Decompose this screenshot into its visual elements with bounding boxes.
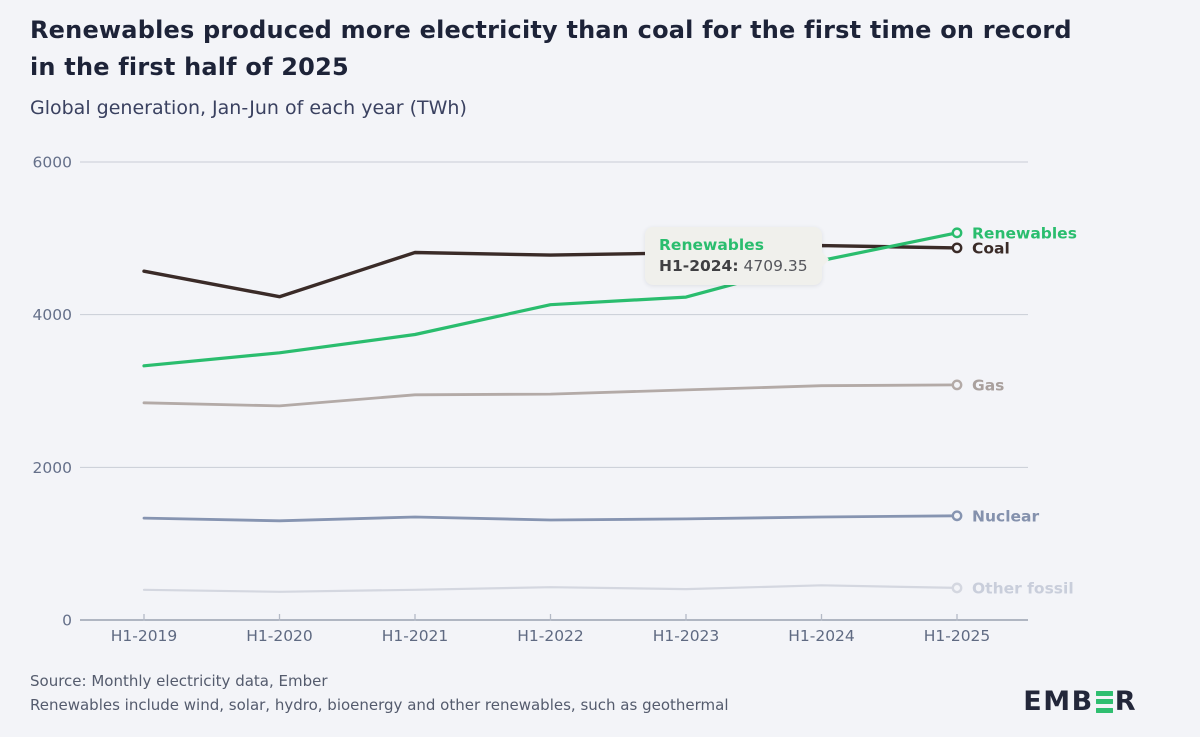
x-tick-label: H1-2023: [653, 627, 720, 645]
tooltip-period-label: H1-2024:: [659, 257, 739, 275]
y-tick-label: 4000: [33, 306, 72, 324]
chart-tooltip: Renewables H1-2024: 4709.35: [645, 227, 829, 285]
series-end-marker-coal[interactable]: [951, 242, 963, 254]
chart-footnotes: Source: Monthly electricity data, Ember …: [30, 669, 728, 717]
title-line-2: in the first half of 2025: [30, 53, 349, 81]
source-line: Source: Monthly electricity data, Ember: [30, 672, 328, 690]
ember-logo-text-emb: EMB: [1023, 686, 1094, 717]
y-tick-label: 6000: [33, 154, 72, 172]
ember-logo-green-e-icon: [1095, 690, 1113, 713]
x-tick-label: H1-2020: [246, 627, 313, 645]
series-end-label-nuclear: Nuclear: [972, 507, 1039, 525]
x-tick-label: H1-2021: [382, 627, 449, 645]
chart-title: Renewables produced more electricity tha…: [30, 12, 1072, 86]
ember-logo: EMB R: [1023, 686, 1137, 717]
ember-logo-text-r: R: [1114, 686, 1137, 717]
series-end-marker-gas[interactable]: [951, 379, 963, 391]
y-tick-label: 2000: [33, 459, 72, 477]
series-end-marker-other-fossil[interactable]: [951, 582, 963, 594]
series-line-renewables[interactable]: [142, 231, 959, 368]
series-end-label-coal: Coal: [972, 239, 1010, 257]
tooltip-value-row: H1-2024: 4709.35: [659, 257, 808, 275]
series-end-label-renewables: Renewables: [972, 224, 1077, 242]
series-end-label-other-fossil: Other fossil: [972, 579, 1074, 597]
series-end-label-gas: Gas: [972, 376, 1004, 394]
x-tick-label: H1-2025: [924, 627, 991, 645]
series-end-marker-nuclear[interactable]: [951, 510, 963, 522]
tooltip-value: 4709.35: [743, 257, 808, 275]
title-line-1: Renewables produced more electricity tha…: [30, 16, 1072, 44]
x-tick-label: H1-2019: [111, 627, 178, 645]
y-tick-label: 0: [62, 612, 72, 630]
series-line-coal[interactable]: [142, 243, 959, 299]
series-line-nuclear[interactable]: [142, 514, 959, 523]
renewables-note-line: Renewables include wind, solar, hydro, b…: [30, 696, 729, 714]
series-end-marker-renewables[interactable]: [951, 227, 963, 239]
tooltip-series-name: Renewables: [659, 236, 764, 254]
x-tick-label: H1-2022: [517, 627, 584, 645]
x-tick-label: H1-2024: [788, 627, 855, 645]
series-line-other-fossil[interactable]: [142, 584, 959, 593]
series-line-gas[interactable]: [142, 383, 959, 408]
chart-subtitle: Global generation, Jan-Jun of each year …: [30, 97, 467, 119]
